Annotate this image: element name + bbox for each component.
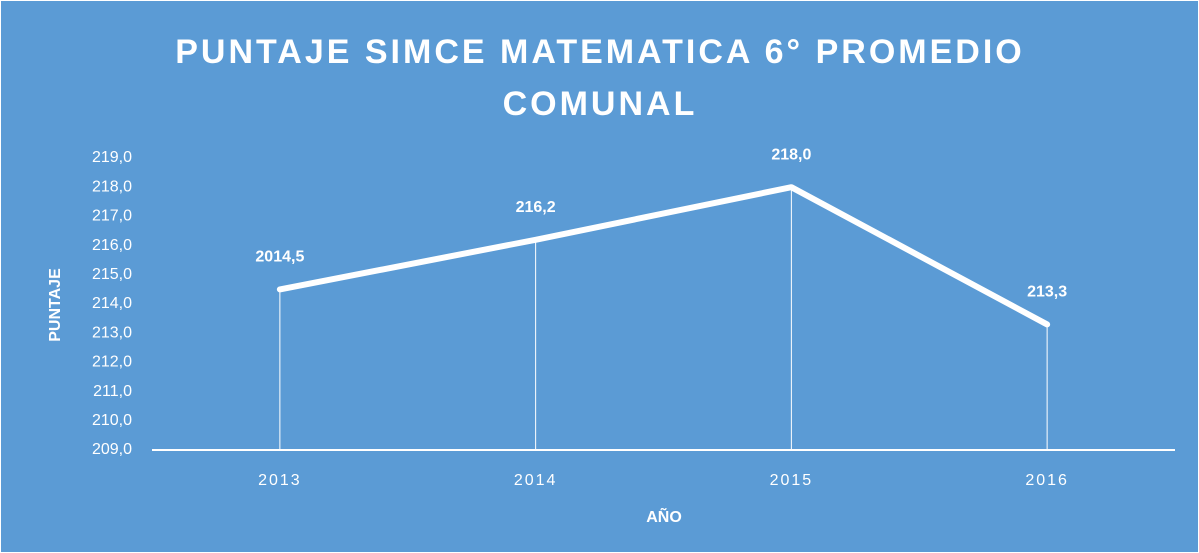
y-tick-label: 212,0	[92, 354, 132, 371]
data-label: 213,3	[1027, 284, 1067, 301]
x-tick-label: 2015	[770, 472, 814, 489]
y-tick-label: 219,0	[92, 149, 132, 166]
line-series	[276, 184, 1051, 328]
y-axis-label: PUNTAJE	[47, 268, 64, 342]
x-tick-label: 2014	[514, 472, 558, 489]
y-tick-label: 214,0	[92, 295, 132, 312]
x-axis-label: AÑO	[646, 506, 682, 526]
data-label: 216,2	[516, 199, 556, 216]
x-tick-label: 2013	[258, 472, 302, 489]
data-label: 218,0	[771, 146, 811, 163]
y-tick-label: 213,0	[92, 324, 132, 341]
x-tick-label: 2016	[1025, 472, 1069, 489]
y-tick-label: 209,0	[92, 441, 132, 458]
y-tick-label: 215,0	[92, 266, 132, 283]
y-tick-label: 217,0	[92, 208, 132, 225]
y-tick-label: 216,0	[92, 237, 132, 254]
y-tick-label: 211,0	[93, 383, 132, 400]
y-tick-label: 210,0	[92, 412, 132, 429]
y-tick-label: 218,0	[92, 178, 132, 195]
data-label: 2014,5	[255, 249, 304, 266]
chart-title: PUNTAJE SIMCE MATEMATICA 6° PROMEDIO COM…	[175, 33, 1025, 123]
